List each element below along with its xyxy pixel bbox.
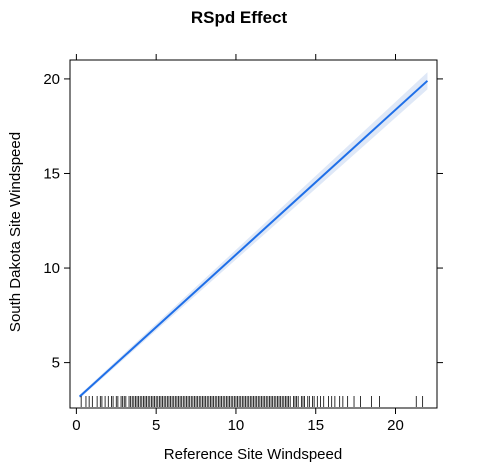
fit-line [78, 80, 429, 398]
x-tick-label: 15 [307, 417, 324, 434]
y-tick-label: 20 [43, 71, 60, 88]
y-tick-label: 5 [52, 355, 60, 372]
x-tick-label: 0 [72, 417, 80, 434]
x-tick-label: 5 [152, 417, 160, 434]
plot-frame [69, 59, 438, 409]
x-tick-label: 20 [387, 417, 404, 434]
y-tick-label: 15 [43, 165, 60, 182]
y-axis-label: South Dakota Site Windspeed [7, 132, 24, 332]
x-tick-label: 10 [228, 417, 245, 434]
chart-title: RSpd Effect [191, 8, 288, 27]
x-axis-label: Reference Site Windspeed [164, 446, 342, 463]
plot-area: 0 5 10 15 20 5 10 15 20 [43, 54, 443, 434]
y-tick-label: 10 [43, 260, 60, 277]
